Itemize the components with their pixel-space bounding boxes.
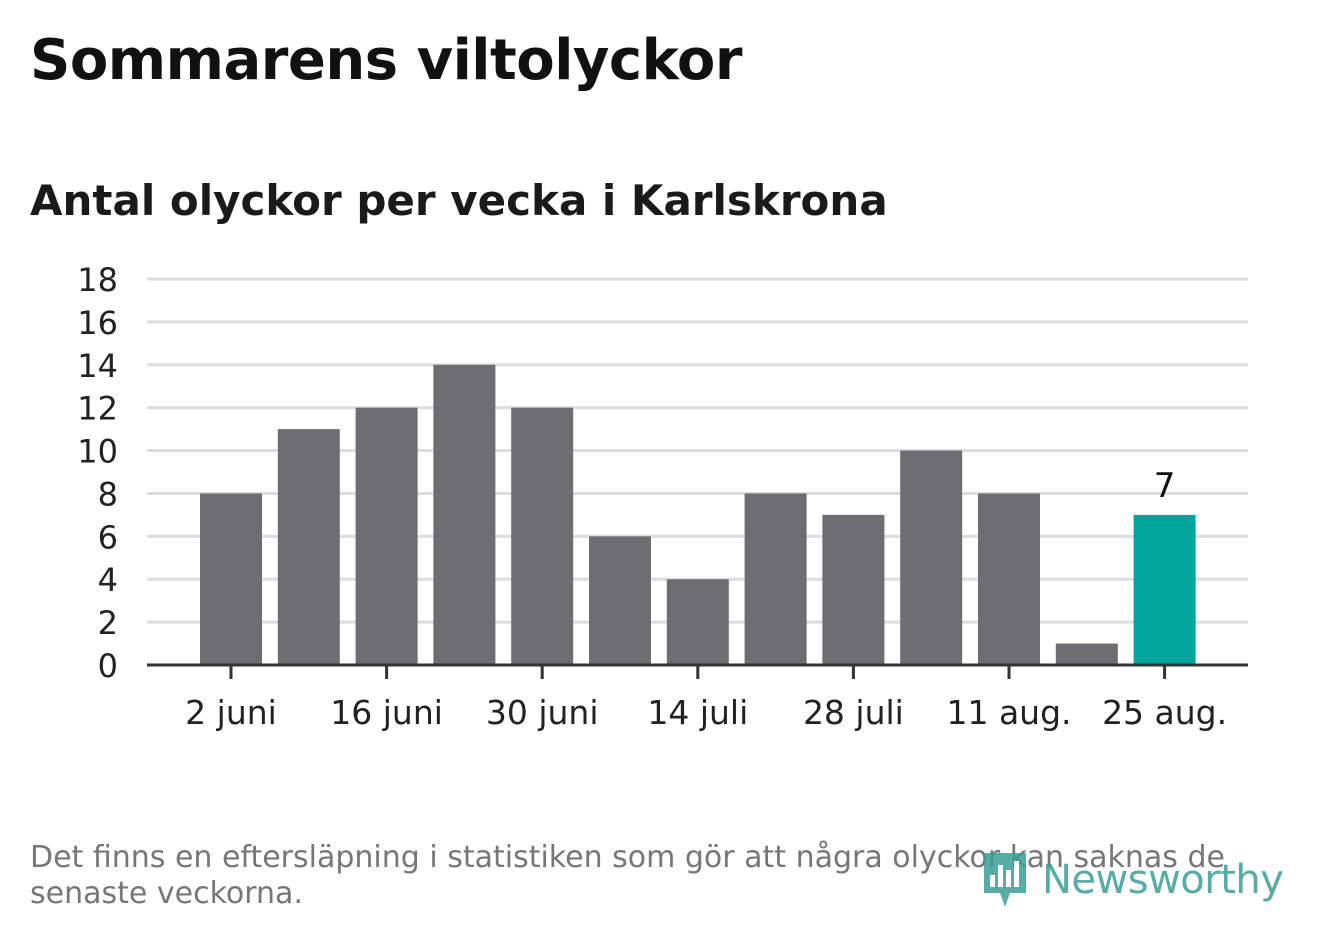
y-tick-label: 4 — [98, 561, 118, 599]
bar — [200, 493, 262, 665]
data-label: 7 — [1154, 466, 1176, 506]
bar-chart: 0 2 4 6 8 10 12 14 16 18 2 juni 16 juni 30 juni 14 j… — [77, 261, 1248, 732]
y-tick-label: 16 — [77, 304, 118, 342]
bar — [822, 514, 885, 665]
y-axis-ticks: 0 2 4 6 8 10 12 14 16 18 — [77, 261, 118, 685]
y-tick-label: 10 — [77, 433, 118, 471]
bar — [355, 407, 418, 665]
logo-text: Newsworthy — [1042, 857, 1284, 903]
bar — [900, 450, 963, 665]
y-tick-label: 14 — [77, 347, 118, 385]
newsworthy-logo: Newsworthy — [980, 848, 1300, 912]
chart-title: Sommarens viltolyckor — [30, 28, 742, 93]
chart-subtitle: Antal olyckor per vecka i Karlskrona — [30, 176, 888, 225]
y-tick-label: 2 — [98, 604, 118, 642]
bar-chart-logo-icon — [984, 853, 1026, 907]
x-tick-label: 11 aug. — [946, 693, 1071, 732]
bars — [200, 364, 1196, 665]
x-axis-ticks: 2 juni 16 juni 30 juni 14 juli 28 juli 11 aug… — [185, 665, 1227, 732]
bar-highlight — [1133, 514, 1196, 665]
bar — [1055, 643, 1118, 665]
bar — [744, 493, 807, 665]
x-tick-label: 28 juli — [803, 693, 904, 732]
y-tick-label: 6 — [98, 518, 118, 556]
y-tick-label: 8 — [98, 475, 118, 513]
y-tick-label: 12 — [77, 390, 118, 428]
x-tick-label: 16 juni — [330, 693, 443, 732]
y-tick-label: 18 — [77, 261, 118, 299]
bar — [433, 364, 496, 665]
bar — [589, 536, 651, 665]
x-tick-label: 2 juni — [185, 693, 277, 732]
x-tick-label: 14 juli — [647, 693, 748, 732]
bar — [666, 579, 729, 665]
bar — [277, 429, 340, 665]
x-tick-label: 25 aug. — [1102, 693, 1227, 732]
y-tick-label: 0 — [98, 647, 118, 685]
bar — [978, 493, 1040, 665]
data-labels: 7 — [1154, 466, 1176, 506]
bar — [511, 407, 574, 665]
x-tick-label: 30 juni — [486, 693, 599, 732]
